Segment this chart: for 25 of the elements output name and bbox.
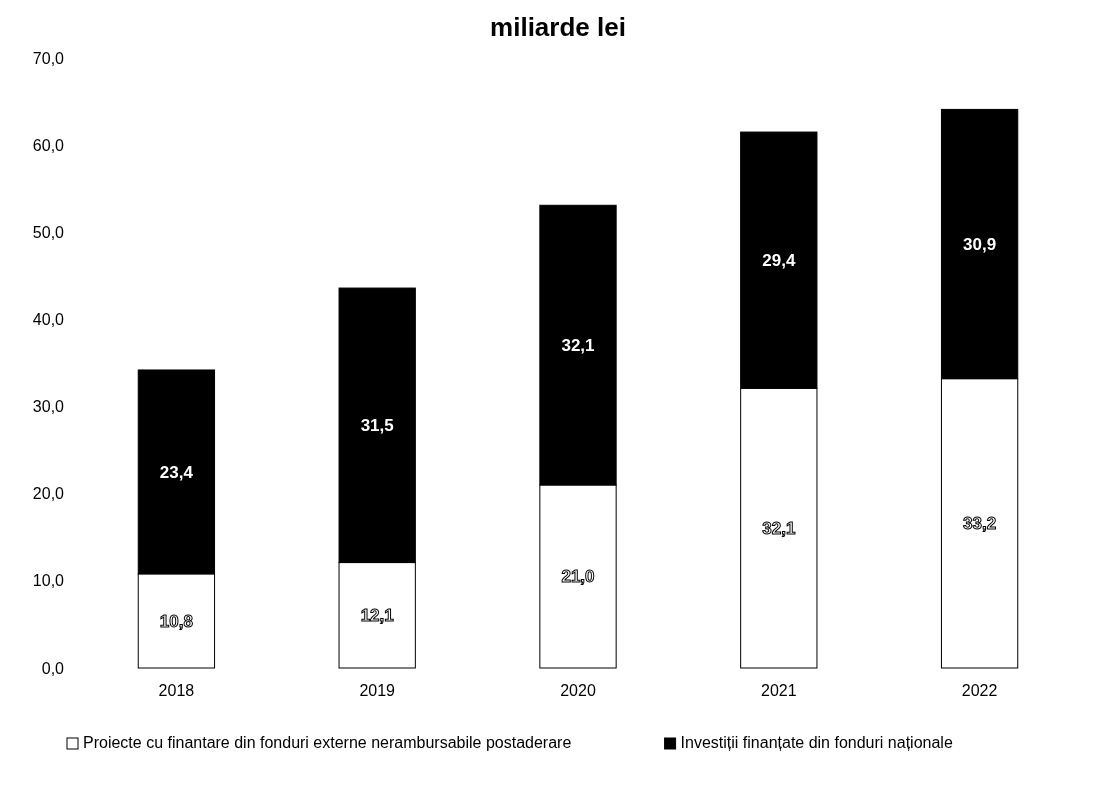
y-tick-label: 40,0: [32, 311, 65, 329]
y-tick-label: 30,0: [32, 398, 65, 416]
x-tick-label: 2020: [560, 682, 596, 699]
data-label: 33,2: [963, 514, 997, 534]
x-tick-label: 2022: [961, 682, 998, 699]
chart-title: miliarde lei: [490, 12, 626, 42]
data-label: 29,4: [762, 251, 796, 271]
data-label: 30,9: [963, 235, 997, 254]
legend-label: Investiții finanțate din fonduri naționale: [680, 734, 953, 751]
data-label: 10,8: [159, 611, 193, 631]
y-tick-label: 50,0: [32, 223, 65, 241]
data-label: 23,4: [159, 462, 194, 482]
y-tick-label: 20,0: [32, 485, 65, 503]
legend-label: Proiecte cu finantare din fonduri externe nerambursabile postaderare: [83, 734, 572, 751]
y-tick-label: 60,0: [32, 136, 65, 154]
data-label: 32,1: [561, 336, 595, 356]
y-tick-label: 70,0: [32, 49, 65, 67]
data-label: 31,5: [360, 416, 394, 436]
y-tick-label: 0,0: [41, 659, 65, 677]
data-label: 12,1: [360, 606, 394, 626]
x-tick-label: 2019: [359, 682, 396, 699]
x-tick-label: 2021: [761, 682, 797, 699]
x-tick-label: 2018: [158, 682, 195, 699]
data-label: 32,1: [762, 519, 796, 539]
y-tick-label: 10,0: [32, 572, 65, 590]
